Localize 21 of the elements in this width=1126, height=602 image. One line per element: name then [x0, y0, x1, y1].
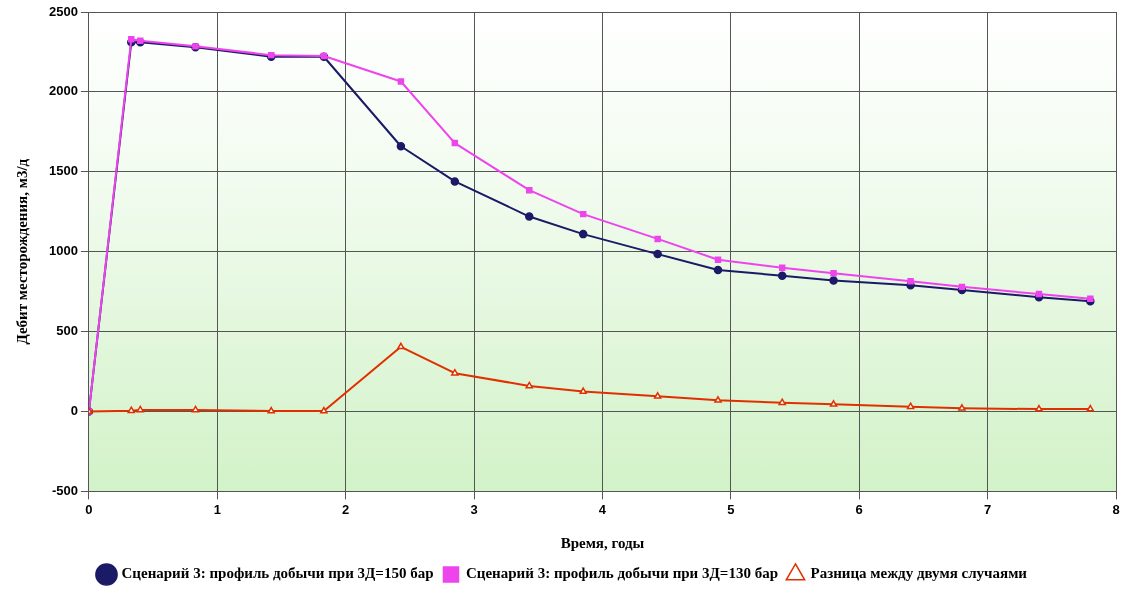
x-tick-label: 6 [855, 501, 863, 517]
y-tick-label: -500 [51, 482, 78, 498]
legend-label: Сценарий 3: профиль добычи при 3Д=130 бар [465, 565, 778, 582]
x-tick-label: 3 [470, 501, 478, 517]
x-tick-label: 4 [598, 501, 607, 517]
y-tick-label: 500 [56, 323, 78, 339]
y-tick-label: 2000 [49, 83, 78, 99]
y-tick-label: 0 [70, 403, 78, 419]
y-axis-title: Дебит месторождения, м3/д [13, 158, 30, 345]
x-tick-label: 8 [1112, 501, 1120, 517]
x-tick-label: 2 [342, 501, 350, 517]
x-tick-label: 7 [984, 501, 992, 517]
y-tick-label: 2500 [49, 3, 78, 19]
y-tick-label: 1500 [49, 163, 78, 179]
legend-label: Разница между двумя случаями [810, 565, 1028, 582]
legend-label: Сценарий 3: профиль добычи при 3Д=150 бар [121, 565, 434, 582]
x-tick-label: 5 [727, 501, 735, 517]
x-axis-title: Время, годы [560, 534, 645, 551]
y-tick-label: 1000 [49, 243, 78, 259]
x-tick-label: 1 [213, 501, 221, 517]
x-tick-label: 0 [85, 501, 93, 517]
